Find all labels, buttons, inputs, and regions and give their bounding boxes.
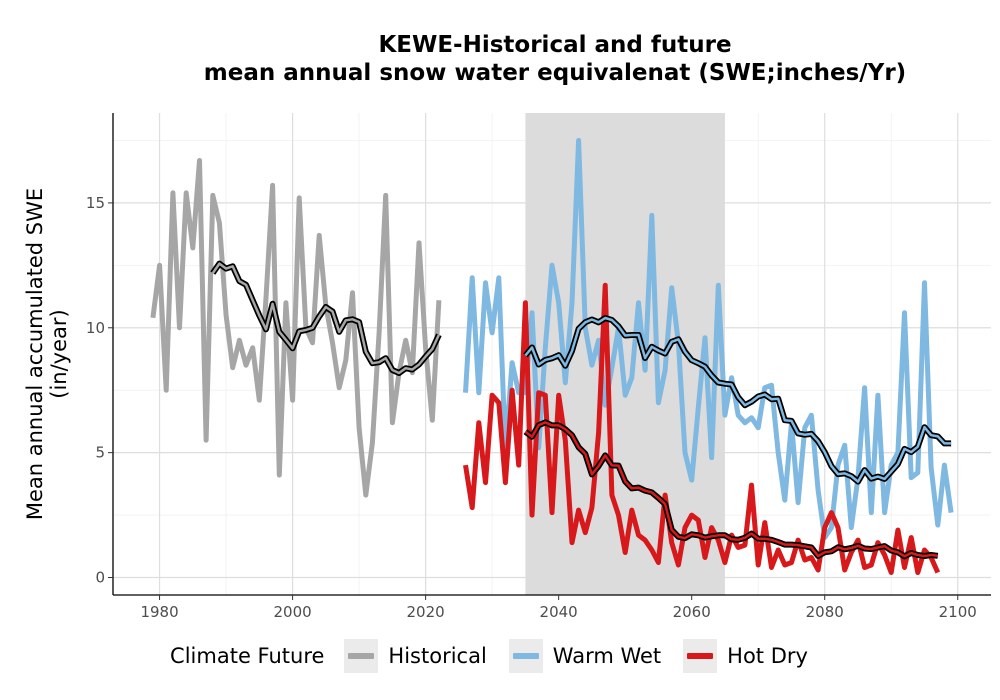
- x-tick-label: 1980: [140, 603, 178, 621]
- legend-key-historical: [344, 639, 379, 673]
- legend-item-warm-wet: Warm Wet: [508, 639, 662, 673]
- legend-key-warm-wet: [508, 639, 543, 673]
- x-tick-label: 2000: [273, 603, 311, 621]
- legend-item-historical: Historical: [344, 639, 487, 673]
- y-tick-label: 10: [86, 319, 105, 337]
- y-tick-label: 15: [86, 194, 105, 212]
- legend-label-warm-wet: Warm Wet: [552, 644, 662, 668]
- smoothed-line-warm-wet: [524, 316, 952, 483]
- chart-title-line-2: mean annual snow water equivalenat (SWE;…: [203, 60, 907, 86]
- x-tick-label: 2080: [806, 603, 844, 621]
- series-line-warm-wet: [463, 138, 954, 541]
- y-axis-label: Mean annual accumulated SWE(in/year): [23, 188, 71, 520]
- x-tick-label: 2020: [407, 603, 445, 621]
- y-tick-label: 0: [95, 569, 105, 587]
- legend-title: Climate Future: [170, 644, 325, 668]
- legend: Climate Future Historical Warm Wet Hot D…: [0, 636, 1000, 676]
- y-tick-label: 5: [95, 444, 105, 462]
- legend-label-historical: Historical: [388, 644, 487, 668]
- legend-swatch-hot-dry: [687, 653, 714, 659]
- series-line-historical: [150, 158, 442, 498]
- smoothed-line-historical: [211, 262, 441, 375]
- legend-label-hot-dry: Hot Dry: [727, 644, 808, 668]
- x-tick-label: 2100: [939, 603, 977, 621]
- legend-key-hot-dry: [683, 639, 718, 673]
- x-tick-label: 2060: [673, 603, 711, 621]
- legend-swatch-historical: [348, 653, 375, 659]
- smoothed-line-hot-dry: [524, 421, 938, 558]
- legend-item-hot-dry: Hot Dry: [683, 639, 808, 673]
- chart-title-line-1: KEWE-Historical and future: [378, 32, 732, 58]
- legend-swatch-warm-wet: [512, 653, 539, 659]
- x-tick-label: 2040: [540, 603, 578, 621]
